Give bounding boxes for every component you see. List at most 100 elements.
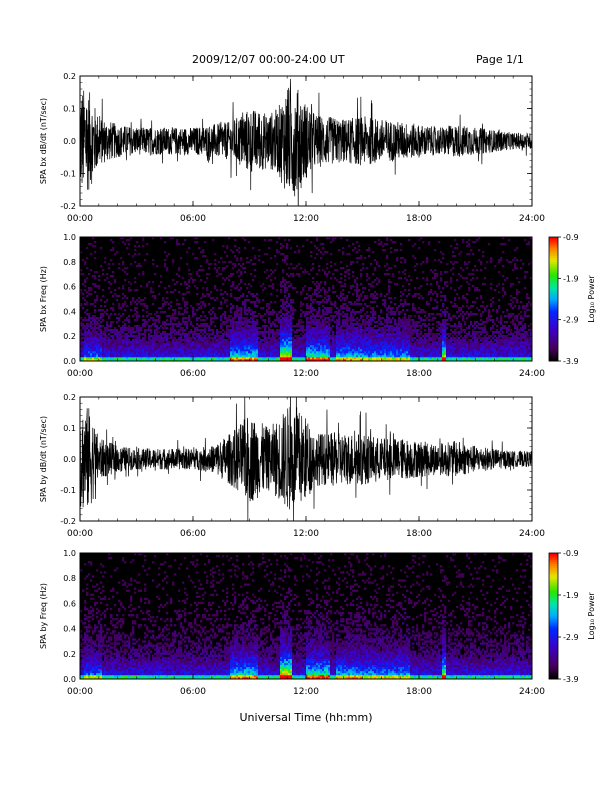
spectrogram-cell	[232, 323, 235, 326]
spectrogram-cell	[342, 315, 345, 318]
spectrogram-cell	[194, 285, 197, 288]
spectrogram-cell	[200, 279, 203, 282]
spectrogram-cell	[430, 269, 433, 272]
spectrogram-cell	[180, 353, 183, 356]
spectrogram-cell	[252, 339, 255, 342]
spectrogram-cell	[416, 351, 419, 354]
spectrogram-cell	[112, 309, 115, 312]
spectrogram-cell	[372, 333, 375, 336]
spectrogram-cell	[272, 337, 275, 340]
spectrogram-cell	[134, 277, 137, 280]
spectrogram-cell	[412, 347, 415, 350]
spectrogram-cell	[196, 347, 199, 350]
spectrogram-cell	[196, 345, 199, 348]
spectrogram-cell	[396, 359, 399, 362]
spectrogram-cell	[368, 289, 371, 292]
spectrogram-cell	[320, 331, 323, 334]
spectrogram-cell	[334, 349, 337, 352]
spectrogram-cell	[306, 307, 309, 310]
spectrogram-cell	[432, 339, 435, 342]
spectrogram-cell	[162, 359, 165, 362]
spectrogram-cell	[320, 281, 323, 284]
spectrogram-cell	[438, 347, 441, 350]
spectrogram-cell	[176, 345, 179, 348]
spectrogram-cell	[324, 307, 327, 310]
spectrogram-cell	[400, 295, 403, 298]
spectrogram-cell	[122, 351, 125, 354]
spectrogram-cell	[212, 321, 215, 324]
spectrogram-cell	[230, 331, 233, 334]
spectrogram-cell	[380, 343, 383, 346]
spectrogram-cell	[302, 331, 305, 334]
spectrogram-cell	[428, 341, 431, 344]
spectrogram-cell	[380, 355, 383, 358]
spectrogram-cell	[216, 289, 219, 292]
spectrogram-cell	[176, 317, 179, 320]
spectrogram-cell	[368, 329, 371, 332]
spectrogram-cell	[322, 315, 325, 318]
spectrogram-cell	[220, 343, 223, 346]
spectrogram-cell	[284, 329, 287, 332]
spectrogram-cell	[390, 345, 393, 348]
spectrogram-cell	[408, 343, 411, 346]
spectrogram-cell	[184, 341, 187, 344]
spectrogram-cell	[416, 331, 419, 334]
spectrogram-cell	[148, 339, 151, 342]
spectrogram-cell	[186, 341, 189, 344]
spectrogram-cell	[402, 355, 405, 358]
spectrogram-cell	[320, 323, 323, 326]
spectrogram-cell	[98, 287, 101, 290]
spectrogram-cell	[296, 291, 299, 294]
spectrogram-cell	[286, 305, 289, 308]
spectrogram-cell	[330, 253, 333, 256]
spectrogram-cell	[180, 327, 183, 330]
spectrogram-cell	[114, 339, 117, 342]
spectrogram-cell	[346, 357, 349, 360]
spectrogram-cell	[266, 343, 269, 346]
spectrogram-cell	[266, 305, 269, 308]
spectrogram-cell	[368, 349, 371, 352]
spectrogram-cell	[146, 357, 149, 360]
spectrogram-cell	[360, 327, 363, 330]
spectrogram-cell	[388, 355, 391, 358]
spectrogram-cell	[426, 335, 429, 338]
spectrogram-cell	[434, 347, 437, 350]
spectrogram-cell	[172, 353, 175, 356]
spectrogram-cell	[292, 311, 295, 314]
spectrogram-cell	[144, 335, 147, 338]
spectrogram-cell	[358, 289, 361, 292]
spectrogram-cell	[342, 355, 345, 358]
spectrogram-cell	[296, 323, 299, 326]
spectrogram-cell	[188, 345, 191, 348]
spectrogram-cell	[322, 351, 325, 354]
spectrogram-cell	[282, 321, 285, 324]
spectrogram-cell	[234, 245, 237, 248]
spectrogram-cell	[110, 335, 113, 338]
spectrogram-cell	[232, 353, 235, 356]
spectrogram-cell	[212, 337, 215, 340]
spectrogram-cell	[248, 353, 251, 356]
spectrogram-cell	[126, 349, 129, 352]
spectrogram-cell	[310, 321, 313, 324]
spectrogram-cell	[370, 343, 373, 346]
spectrogram-cell	[362, 353, 365, 356]
spectrogram-cell	[316, 285, 319, 288]
spectrogram-cell	[294, 339, 297, 342]
spectrogram-cell	[96, 347, 99, 350]
spectrogram-cell	[352, 271, 355, 274]
spectrogram-cell	[274, 335, 277, 338]
spectrogram-cell	[276, 335, 279, 338]
spectrogram-cell	[86, 323, 89, 326]
spectrogram-cell	[110, 307, 113, 310]
spectrogram-cell	[294, 347, 297, 350]
spectrogram-cell	[406, 321, 409, 324]
spectrogram-cell	[410, 347, 413, 350]
spectrogram-cell	[166, 315, 169, 318]
spectrogram-cell	[154, 323, 157, 326]
spectrogram-cell	[148, 347, 151, 350]
spectrogram-cell	[126, 355, 129, 358]
spectrogram-cell	[304, 337, 307, 340]
spectrogram-cell	[410, 355, 413, 358]
spectrogram-cell	[198, 303, 201, 306]
spectrogram-cell	[374, 345, 377, 348]
